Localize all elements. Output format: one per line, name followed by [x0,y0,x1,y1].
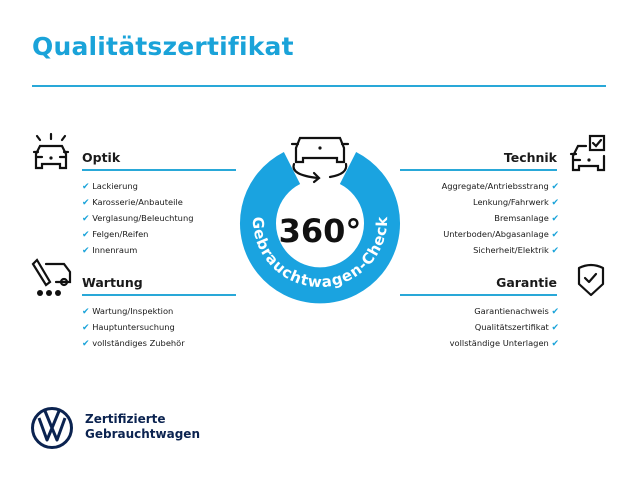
check-icon: ✔ [82,182,90,192]
item-label: vollständige Unterlagen [449,338,549,348]
check-icon: ✔ [551,339,559,349]
check-icon: ✔ [82,230,90,240]
car-rotate-icon [290,136,350,184]
item-label: Qualitätszertifikat [474,322,549,332]
list-item: Sicherheit/Elektrik ✔ [389,243,559,259]
check-icon: ✔ [82,246,90,256]
item-label: Felgen/Reifen [92,229,149,239]
item-label: Unterboden/Abgasanlage [443,229,549,239]
section-heading-technik: Technik [503,150,557,165]
car-lights-icon [32,132,70,170]
list-item: ✔ Felgen/Reifen [82,227,252,243]
check-icon: ✔ [551,230,559,240]
360-check-badge: 360° Gebrauchtwagen-Check [240,136,400,304]
section-heading-wartung: Wartung [82,275,143,290]
brand-line-1: Zertifizierte [85,412,166,426]
check-icon: ✔ [551,307,559,317]
page-title: Qualitätszertifikat [32,32,294,61]
item-label: Sicherheit/Elektrik [473,245,549,255]
item-label: Hauptuntersuchung [92,322,175,332]
check-icon: ✔ [551,214,559,224]
brand-line-2: Gebrauchtwagen [85,427,200,441]
vw-logo [31,407,73,449]
item-label: Karosserie/Anbauteile [92,197,183,207]
item-label: vollständiges Zubehör [92,338,185,348]
list-item: Garantienachweis ✔ [389,304,559,320]
item-label: Wartung/Inspektion [92,306,174,316]
optik-divider [82,169,236,171]
technik-divider [400,169,557,171]
technik-list: Aggregate/Antriebsstrang ✔ Lenkung/Fahrw… [389,179,559,259]
car-checkbox-icon [569,134,606,172]
shield-check-icon [577,263,605,297]
list-item: Qualitätszertifikat ✔ [389,320,559,336]
list-item: ✔ Wartung/Inspektion [82,304,252,320]
check-icon: ✔ [82,214,90,224]
list-item: ✔ Hauptuntersuchung [82,320,252,336]
list-item: Unterboden/Abgasanlage ✔ [389,227,559,243]
list-item: ✔ Karosserie/Anbauteile [82,195,252,211]
list-item: ✔ Innenraum [82,243,252,259]
garantie-list: Garantienachweis ✔ Qualitätszertifikat ✔… [389,304,559,352]
check-icon: ✔ [82,339,90,349]
item-label: Aggregate/Antriebsstrang [441,181,549,191]
list-item: ✔ vollständiges Zubehör [82,336,252,352]
item-label: Verglasung/Beleuchtung [92,213,194,223]
check-icon: ✔ [82,198,90,208]
title-divider [32,85,606,87]
badge-main-text: 360° [279,212,362,250]
check-icon: ✔ [82,307,90,317]
badge-ring [240,151,400,304]
item-label: Lackierung [92,181,138,191]
brand-text: Zertifizierte Gebrauchtwagen [85,412,200,442]
item-label: Garantienachweis [474,306,549,316]
check-icon: ✔ [551,182,559,192]
section-heading-garantie: Garantie [496,275,557,290]
check-icon: ✔ [82,323,90,333]
item-label: Innenraum [92,245,138,255]
wartung-divider [82,294,236,296]
service-tools-icon [31,258,72,296]
check-icon: ✔ [551,323,559,333]
check-icon: ✔ [551,198,559,208]
list-item: Bremsanlage ✔ [389,211,559,227]
list-item: ✔ Verglasung/Beleuchtung [82,211,252,227]
list-item: Aggregate/Antriebsstrang ✔ [389,179,559,195]
list-item: Lenkung/Fahrwerk ✔ [389,195,559,211]
item-label: Lenkung/Fahrwerk [472,197,549,207]
section-heading-optik: Optik [82,150,121,165]
list-item: ✔ Lackierung [82,179,252,195]
garantie-divider [400,294,557,296]
wartung-list: ✔ Wartung/Inspektion ✔ Hauptuntersuchung… [82,304,252,352]
check-icon: ✔ [551,246,559,256]
optik-list: ✔ Lackierung ✔ Karosserie/Anbauteile ✔ V… [82,179,252,259]
list-item: vollständige Unterlagen ✔ [389,336,559,352]
item-label: Bremsanlage [494,213,549,223]
